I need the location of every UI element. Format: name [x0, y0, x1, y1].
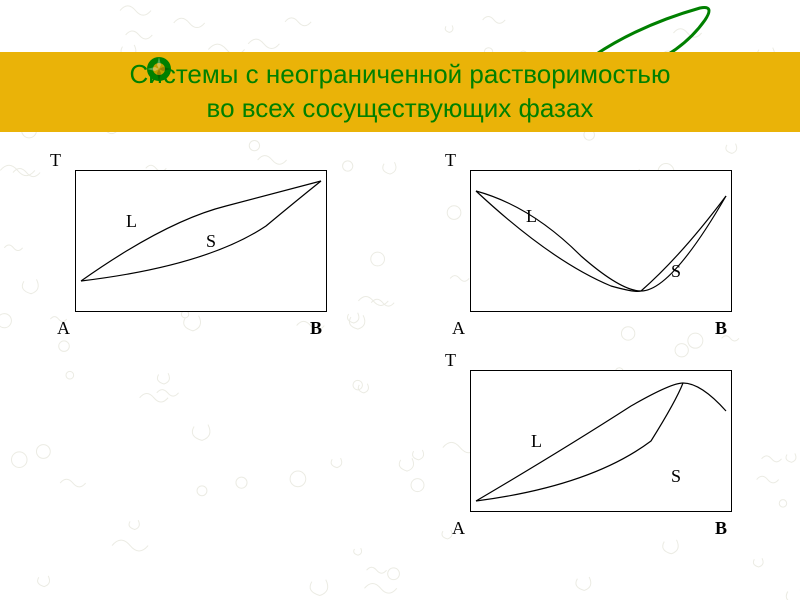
x-axis-right-label: B [310, 318, 322, 339]
liquid-label: L [526, 206, 537, 227]
y-axis-label: T [50, 150, 61, 171]
chart-ascending: T L S A B [75, 170, 327, 312]
liquid-label: L [531, 431, 542, 452]
phase-curves [471, 371, 731, 511]
x-axis-left-label: A [452, 518, 465, 539]
y-axis-label: T [445, 150, 456, 171]
phase-curves [76, 171, 326, 311]
chart-maximum: T L S A B [470, 370, 732, 512]
chart-box: L S [470, 370, 732, 512]
solid-label: S [671, 466, 681, 487]
bullet-icon [145, 55, 173, 83]
liquid-label: L [126, 211, 137, 232]
x-axis-left-label: A [452, 318, 465, 339]
y-axis-label: T [445, 350, 456, 371]
title-bar: Системы с неограниченной растворимостью … [0, 52, 800, 132]
title-line1: Системы с неограниченной растворимостью [130, 59, 671, 89]
title-line2: во всех сосуществующих фазах [207, 93, 594, 123]
x-axis-left-label: A [57, 318, 70, 339]
solid-label: S [206, 231, 216, 252]
solid-label: S [671, 261, 681, 282]
chart-minimum: T L S A B [470, 170, 732, 312]
phase-curves [471, 171, 731, 311]
title-text: Системы с неограниченной растворимостью … [130, 58, 671, 126]
chart-box: L S [75, 170, 327, 312]
x-axis-right-label: B [715, 318, 727, 339]
charts-container: T L S A B T L S A B T [0, 150, 800, 600]
chart-box: L S [470, 170, 732, 312]
x-axis-right-label: B [715, 518, 727, 539]
